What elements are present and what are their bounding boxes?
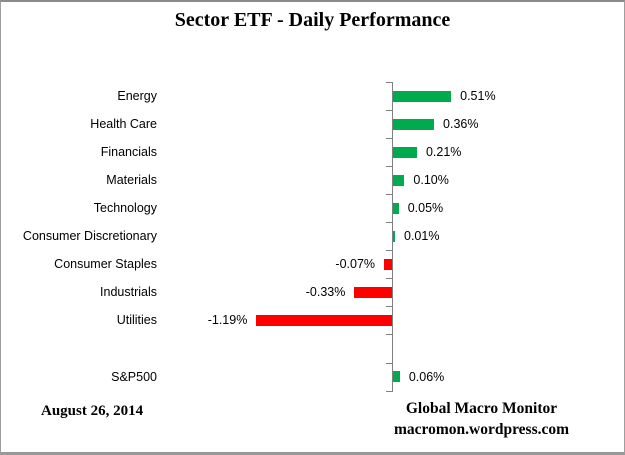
value-label-s-p500: 0.06% — [408, 369, 445, 384]
category-label-technology: Technology — [93, 201, 157, 216]
axis-tick — [386, 306, 393, 308]
bar-consumer-staples — [384, 258, 392, 270]
source-attribution: Global Macro Monitor macromon.wordpress.… — [379, 398, 584, 440]
bar-s-p500 — [393, 371, 400, 383]
axis-tick — [386, 334, 393, 336]
axis-tick — [386, 110, 393, 112]
value-label-financials: 0.21% — [425, 145, 462, 160]
bar-financials — [393, 146, 417, 158]
category-label-consumer-staples: Consumer Staples — [54, 257, 157, 272]
source-name: Global Macro Monitor — [405, 400, 558, 417]
axis-tick — [386, 250, 393, 252]
category-label-utilities: Utilities — [116, 313, 157, 328]
category-axis-line — [392, 82, 393, 391]
axis-tick — [386, 138, 393, 140]
category-label-financials: Financials — [100, 145, 157, 160]
bar-materials — [393, 174, 405, 186]
category-label-industrials: Industrials — [100, 285, 157, 300]
value-label-health-care: 0.36% — [443, 117, 479, 132]
date-label: August 26, 2014 — [41, 403, 144, 419]
chart-title: Sector ETF - Daily Performance — [174, 9, 451, 31]
category-label-consumer-discretionary: Consumer Discretionary — [22, 229, 157, 244]
value-label-consumer-discretionary: 0.01% — [404, 229, 440, 244]
value-label-technology: 0.05% — [407, 201, 444, 216]
axis-tick — [386, 362, 393, 364]
axis-tick — [386, 194, 393, 196]
value-label-industrials: -0.33% — [305, 285, 346, 300]
axis-tick — [386, 166, 393, 168]
bar-technology — [393, 202, 399, 214]
value-label-materials: 0.10% — [413, 173, 449, 188]
value-label-energy: 0.51% — [460, 89, 496, 104]
axis-tick — [386, 222, 393, 224]
value-label-utilities: -1.19% — [207, 313, 248, 328]
axis-tick — [386, 82, 393, 83]
bar-health-care — [393, 118, 435, 130]
bar-industrials — [354, 286, 392, 298]
category-label-materials: Materials — [106, 173, 157, 188]
bar-utilities — [256, 314, 392, 326]
source-url: macromon.wordpress.com — [393, 421, 570, 438]
category-label-energy: Energy — [117, 89, 157, 104]
category-label-health-care: Health Care — [90, 117, 157, 132]
bar-consumer-discretionary — [393, 230, 395, 242]
bar-energy — [393, 90, 452, 102]
axis-tick — [386, 278, 393, 280]
category-label-s-p500: S&P500 — [111, 369, 157, 384]
axis-tick — [386, 390, 393, 392]
value-label-consumer-staples: -0.07% — [335, 257, 376, 272]
